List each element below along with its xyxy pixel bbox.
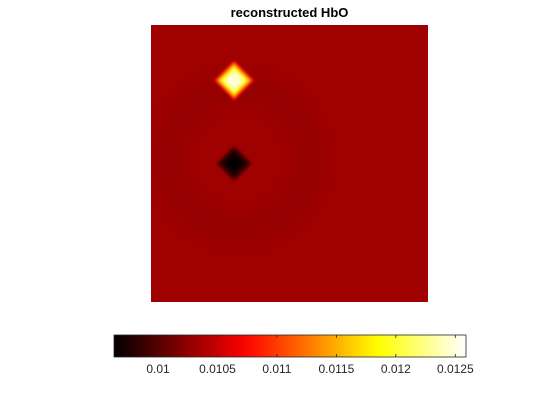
- inclusion-layer: [225, 155, 243, 172]
- colorbar-tick-label: 0.0125: [437, 362, 474, 376]
- plot-title: reconstructed HbO: [230, 5, 349, 20]
- heatmap-background: [151, 25, 428, 302]
- colorbar-frame: [113, 334, 467, 358]
- colorbar-tick-label: 0.01: [146, 362, 170, 376]
- heatmap-image: [151, 25, 428, 302]
- colorbar: 0.01 0.0105 0.011 0.0115 0.012 0.0125: [113, 334, 474, 376]
- inclusion-layer: [227, 73, 241, 87]
- colorbar-tick-label: 0.011: [262, 362, 291, 376]
- colorbar-tick-label: 0.012: [381, 362, 411, 376]
- heatmap-feature-inclusion-low: [216, 146, 252, 181]
- colorbar-fill: [114, 335, 466, 357]
- heatmap-feature-inclusion-high: [214, 60, 254, 101]
- colorbar-tick-label: 0.0105: [199, 362, 236, 376]
- colorbar-tick-label: 0.0115: [318, 362, 354, 376]
